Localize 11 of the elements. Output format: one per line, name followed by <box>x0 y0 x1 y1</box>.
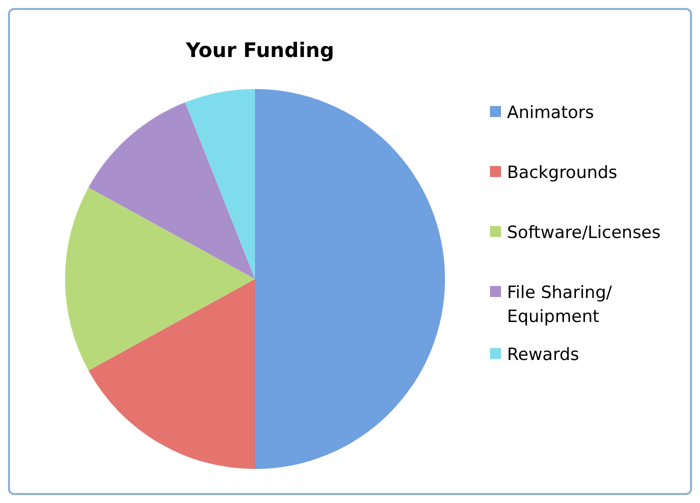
legend-label: File Sharing/ Equipment <box>507 282 613 328</box>
pie-slice <box>255 89 445 469</box>
legend-label: Animators <box>507 102 596 124</box>
legend-label: Rewards <box>507 344 580 366</box>
pie-slice <box>185 89 255 279</box>
pie-slice <box>65 187 255 371</box>
chart-title: Your Funding <box>184 38 336 62</box>
legend-label: Backgrounds <box>507 162 618 184</box>
pie-slice <box>88 279 255 469</box>
pie-slice <box>88 102 255 279</box>
legend-label: Software/Licenses <box>507 222 661 244</box>
